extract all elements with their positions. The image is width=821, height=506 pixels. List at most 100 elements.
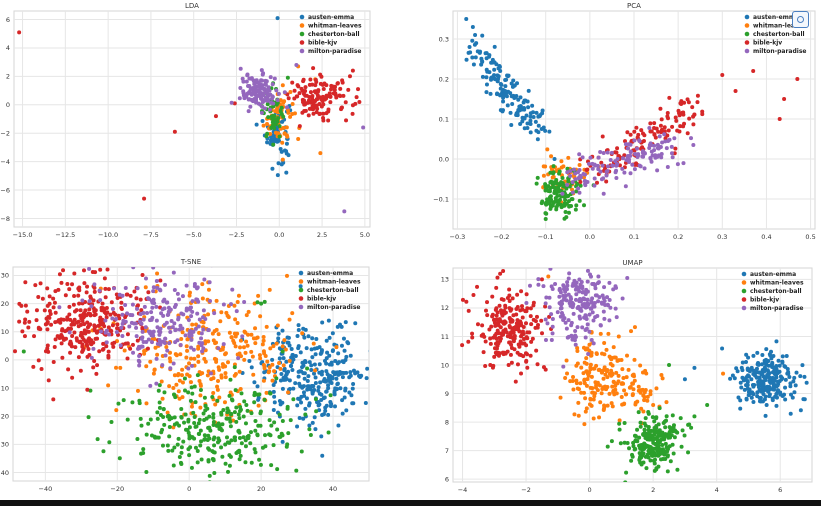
point-chesterton-ball [689,425,694,430]
point-bible-kjv [327,91,332,96]
point-chesterton-ball [657,428,662,433]
point-austen-emma [295,403,300,408]
point-bible-kjv [692,112,697,117]
point-bible-kjv [326,107,331,112]
point-austen-emma [728,376,733,381]
point-austen-emma [484,56,489,61]
point-milton-paradise [216,346,221,351]
point-austen-emma [339,343,344,348]
point-whitman-leaves [219,310,224,315]
point-chesterton-ball [244,402,249,407]
point-bible-kjv [311,111,316,116]
point-whitman-leaves [262,366,267,371]
point-bible-kjv [494,285,499,290]
point-chesterton-ball [646,425,651,430]
point-chesterton-ball [233,388,238,393]
point-milton-paradise [255,89,260,94]
point-chesterton-ball [253,419,258,424]
point-austen-emma [779,376,784,381]
point-bible-kjv [313,83,318,88]
point-whitman-leaves [189,404,194,409]
point-milton-paradise [573,177,578,182]
point-milton-paradise [148,383,153,388]
point-whitman-leaves [216,378,221,383]
point-whitman-leaves [202,356,207,361]
point-bible-kjv [34,308,39,313]
point-bible-kjv [72,271,77,276]
point-austen-emma [720,346,725,351]
point-bible-kjv [65,281,70,286]
point-austen-emma [313,375,318,380]
point-bible-kjv [84,313,89,318]
point-chesterton-ball [279,105,284,110]
point-bible-kjv [74,320,79,325]
point-bible-kjv [318,111,323,116]
point-austen-emma [770,365,775,370]
point-milton-paradise [261,71,266,76]
point-whitman-leaves [190,322,195,327]
point-whitman-leaves [639,406,644,411]
point-whitman-leaves [605,403,610,408]
point-bible-kjv [502,311,507,316]
point-chesterton-ball [88,388,93,393]
point-chesterton-ball [107,440,112,445]
point-bible-kjv [88,322,93,327]
point-bible-kjv [685,131,690,136]
point-whitman-leaves [651,402,656,407]
point-bible-kjv [106,287,111,292]
point-milton-paradise [613,284,618,289]
point-milton-paradise [557,288,562,293]
point-chesterton-ball [609,439,614,444]
point-milton-paradise [628,142,633,147]
point-austen-emma [734,366,739,371]
point-whitman-leaves [244,339,249,344]
point-milton-paradise [91,346,96,351]
point-austen-emma [494,62,499,67]
point-austen-emma [789,392,794,397]
point-whitman-leaves [176,389,181,394]
point-austen-emma [755,350,760,355]
point-whitman-leaves [621,381,626,386]
point-bible-kjv [507,287,512,292]
point-bible-kjv [578,179,583,184]
legend: austen-emmawhitman-leaveschesterton-ball… [299,14,362,55]
point-chesterton-ball [216,436,221,441]
point-austen-emma [336,351,341,356]
point-bible-kjv [104,315,109,320]
point-chesterton-ball [660,437,665,442]
point-bible-kjv [665,133,670,138]
point-austen-emma [298,284,303,289]
point-chesterton-ball [176,436,181,441]
point-bible-kjv [42,308,47,313]
point-whitman-leaves [598,400,603,405]
point-milton-paradise [140,329,145,334]
point-milton-paradise [201,327,206,332]
point-bible-kjv [515,362,520,367]
point-austen-emma [277,356,282,361]
point-bible-kjv [51,305,56,310]
screen-capture-icon[interactable] [792,11,809,28]
point-bible-kjv [61,317,66,322]
point-whitman-leaves [584,406,589,411]
point-milton-paradise [585,297,590,302]
point-bible-kjv [48,312,53,317]
point-austen-emma [763,394,768,399]
x-tick-label: 0.5 [805,233,815,241]
point-whitman-leaves [282,338,287,343]
point-austen-emma [332,404,337,409]
x-tick-label: 0 [588,486,592,494]
point-austen-emma [302,335,307,340]
point-milton-paradise [167,325,172,330]
point-austen-emma [785,367,790,372]
point-austen-emma [313,352,318,357]
point-austen-emma [340,398,345,403]
point-bible-kjv [347,74,352,79]
legend-label-austen-emma: austen-emma [750,271,796,278]
point-bible-kjv [59,341,64,346]
point-chesterton-ball [155,416,160,421]
point-milton-paradise [131,350,136,355]
point-whitman-leaves [151,371,156,376]
point-milton-paradise [660,140,665,145]
point-chesterton-ball [281,114,286,119]
point-bible-kjv [95,363,100,368]
